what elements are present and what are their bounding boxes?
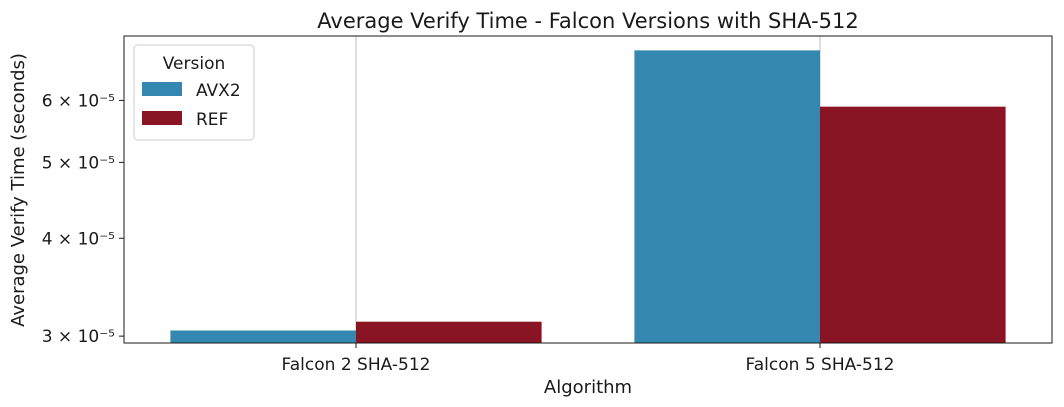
bar-ref-falcon-5-sha-512 — [820, 106, 1006, 343]
x-axis: Falcon 2 SHA-512 Falcon 5 SHA-512 — [282, 343, 895, 375]
bar-avx2-falcon-2-sha-512 — [170, 330, 356, 343]
legend-label-avx2: AVX2 — [196, 81, 241, 101]
bar-ref-falcon-2-sha-512 — [356, 321, 542, 343]
y-tick-label: 5 × 10⁻⁵ — [42, 153, 115, 173]
x-tick-label: Falcon 2 SHA-512 — [282, 355, 431, 375]
legend-swatch-ref — [142, 111, 182, 125]
legend-label-ref: REF — [196, 110, 228, 130]
y-tick-label: 4 × 10⁻⁵ — [42, 229, 115, 249]
y-axis-label: Average Verify Time (seconds) — [8, 53, 29, 327]
bars — [170, 50, 1006, 343]
legend-title: Version — [163, 54, 226, 74]
legend: Version AVX2 REF — [133, 44, 255, 141]
legend-swatch-avx2 — [142, 82, 182, 96]
chart-title: Average Verify Time - Falcon Versions wi… — [317, 9, 858, 33]
x-tick-label: Falcon 5 SHA-512 — [746, 355, 895, 375]
plot-frame — [123, 35, 1053, 344]
y-axis: 3 × 10⁻⁵ 4 × 10⁻⁵ 5 × 10⁻⁵ 6 × 10⁻⁵ — [42, 91, 124, 347]
x-axis-label: Algorithm — [544, 377, 632, 398]
y-tick-label: 6 × 10⁻⁵ — [42, 91, 115, 111]
y-tick-label: 3 × 10⁻⁵ — [42, 327, 115, 347]
bar-avx2-falcon-5-sha-512 — [634, 50, 820, 343]
